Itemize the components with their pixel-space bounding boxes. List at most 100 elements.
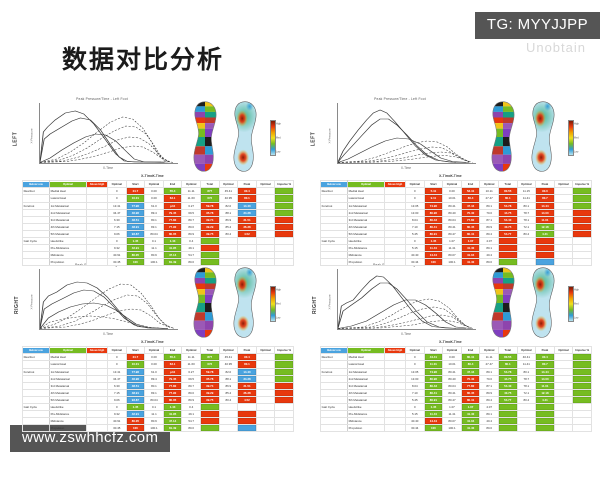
table-column-header: Optimal xyxy=(181,179,201,189)
chart-series-line xyxy=(40,289,165,329)
table-row[interactable]: Pre-Midstance 5.15 11.44 11.41 41.40 80.1 xyxy=(320,244,592,253)
table-row[interactable]: 4th Metatarsal 7.10 80.41 80.41 80.45 80.9 40.… xyxy=(320,388,592,397)
chart-title: Peak Pressure/Time - Left Foot xyxy=(76,97,128,101)
table-cell-value xyxy=(255,244,276,253)
table-cell-value: 10.01 xyxy=(442,194,462,203)
table-column-header: Optimal xyxy=(553,179,574,189)
table-row[interactable]: 5th Metatarsal 9.06 93.87 80.04 80.05 80.9 39.… xyxy=(22,395,294,405)
table-row[interactable]: Forefoot 1st Metatarsal 13.41 77.96 61.0 p44 6… xyxy=(22,367,294,376)
table-row[interactable]: Lateral Heel 0 11.01 10.01 80.4 47.47 80.1 11.4… xyxy=(320,360,592,369)
table-row[interactable]: 3rd Metatarsal 8.04 80.43 80.04 77.80 87.1 54.… xyxy=(320,215,592,224)
table-cell-value xyxy=(218,251,239,260)
row-zone-label: Lateral Heel xyxy=(49,360,87,369)
table-row[interactable]: Lateral Heel 0 10.01 0.00 63.1 11.60 672 40.95 8… xyxy=(22,194,294,203)
table-row[interactable]: Propulsion 30.45 100 100.1 81.49 80.0 xyxy=(22,258,294,267)
table-row[interactable]: Forefoot 1st Metatarsal 13.05 74.96 80.41 47.… xyxy=(320,201,592,210)
table-cell-value: 80.05 xyxy=(162,395,183,405)
table-column-header: Total xyxy=(199,345,220,355)
table-cell-value: 11.1 xyxy=(144,410,164,419)
table-row[interactable]: 4th Metatarsal 7.15 48.91 83.1 77.90 80.0 39.2… xyxy=(22,222,294,231)
gait-metrics-table[interactable]: Below Low Optimal Above High Optimal Start Op… xyxy=(22,179,294,267)
table-cell-value: 40.95 xyxy=(218,360,239,369)
gait-metrics-table[interactable]: Below Low Optimal Above High Optimal Start Op… xyxy=(320,345,592,433)
legend-chip-optimal: Optimal xyxy=(50,348,86,353)
table-row[interactable]: Gait Cycle Heelstrike 0 1.45 0.1 1.43 0.4 xyxy=(22,403,294,412)
table-cell-value: 41.40 xyxy=(460,424,481,433)
table-column-header: Total xyxy=(497,179,518,189)
table-row[interactable]: Pre-Midstance 9.32 42.91 11.1 41.95 49.1 xyxy=(22,244,294,253)
row-zone-label: Heelstrike xyxy=(347,237,385,246)
table-row[interactable]: 4th Metatarsal 7.10 80.41 80.41 80.45 80.9 40.… xyxy=(320,222,592,231)
foot-zone-map xyxy=(488,98,518,176)
table-column-header: Start xyxy=(125,179,146,189)
chart-x-axis-label: X-Time xyxy=(400,166,412,170)
table-row[interactable]: 5th Metatarsal 9.06 93.87 80.04 80.05 80.9 39.… xyxy=(22,229,294,239)
table-row[interactable]: Gait Cycle Heelstrike 0 1.45 0.1 1.43 0.4 xyxy=(22,237,294,246)
table-row[interactable]: Lateral Heel 0 10.01 0.00 63.1 11.60 672 40.95 8… xyxy=(22,360,294,369)
table-cell-value: 74.96 xyxy=(423,201,444,210)
table-row[interactable]: 3rd Metatarsal 6.30 48.51 80.1 77.80 80.7 39.7… xyxy=(22,215,294,224)
table-row[interactable]: Lateral Heel 0 9.11 10.01 80.4 47.47 80.1 11.41… xyxy=(320,194,592,203)
table-column-header: Start xyxy=(125,345,146,355)
table-cell-value: 40.4 xyxy=(479,251,499,260)
table-cell-value: 55.4 xyxy=(162,187,183,196)
table-row[interactable]: 2nd Metatarsal 13.00 80.96 80.40 70.40 70.0 44… xyxy=(320,208,592,217)
table-cell-value: 49.1 xyxy=(181,244,201,253)
table-row[interactable]: Gait Cycle Heelstrike 0 1.45 1.07 1.07 4.07 xyxy=(320,237,592,246)
table-cell-value: 0.4 xyxy=(181,403,201,412)
table-cell-value xyxy=(572,229,592,239)
table-cell-value xyxy=(255,229,276,239)
table-column-header: End xyxy=(460,345,481,355)
table-row[interactable]: Forefoot 1st Metatarsal 13.41 77.96 61.0 p44 6… xyxy=(22,201,294,210)
table-cell-value xyxy=(274,395,294,405)
table-cell-value: 10.01 xyxy=(125,194,146,203)
table-row[interactable]: Gait Cycle Heelstrike 0 1.45 1.07 1.07 4.07 xyxy=(320,403,592,412)
row-zone-label: 4th Metatarsal xyxy=(347,388,385,397)
table-row[interactable]: Rearfoot Medial Heel 0 24.7 0.00 55.4 11.11 877… xyxy=(22,187,294,196)
table-cell-value xyxy=(274,360,294,369)
table-row[interactable]: 2nd Metatarsal 13.00 80.96 80.40 70.40 70.0 44… xyxy=(320,374,592,383)
table-row[interactable]: Midstance 40.91 80.05 80.9 47.14 54.7 xyxy=(22,417,294,426)
table-row[interactable]: 3rd Metatarsal 6.30 48.51 80.1 77.80 80.7 39.7… xyxy=(22,381,294,390)
table-cell-value: 90.4 xyxy=(237,353,257,362)
table-cell-value: 39.74 xyxy=(199,215,220,224)
table-cell-value: 13.00 xyxy=(405,374,425,383)
table-column-header: Optimal xyxy=(218,345,239,355)
table-column-header: Optimal xyxy=(442,179,462,189)
chart-y-axis-label: X-Pressure xyxy=(327,128,332,144)
table-row[interactable]: Propulsion 30.44 100 100.1 41.40 80.0 xyxy=(320,424,592,433)
table-row[interactable]: Forefoot 1st Metatarsal 13.05 74.96 80.41 47.… xyxy=(320,367,592,376)
table-cell-value xyxy=(274,201,294,210)
row-zone-label: 3rd Metatarsal xyxy=(49,381,87,390)
table-row[interactable]: Midstance 40.91 80.05 80.9 47.14 54.7 xyxy=(22,251,294,260)
table-cell-value: 40.91 xyxy=(107,251,127,260)
table-row[interactable]: Midstance 40.40 14.44 80.07 41.04 40.4 xyxy=(320,417,592,426)
table-cell-value: 54.78 xyxy=(497,201,518,210)
table-row[interactable]: 5th Metatarsal 5.45 80.91 80.47 80.41 80.4 54.… xyxy=(320,229,592,239)
table-row[interactable]: 4th Metatarsal 7.15 48.91 83.1 77.90 80.0 39.2… xyxy=(22,388,294,397)
table-cell-optimal-flag xyxy=(384,244,406,253)
row-group-label xyxy=(320,194,348,203)
table-row[interactable]: Rearfoot Medial Heel 0 5.41 0.00 53.41 10.11 80… xyxy=(320,187,592,196)
gait-metrics-table[interactable]: Below Low Optimal Above High Optimal Start Op… xyxy=(320,179,592,267)
table-row[interactable]: Propulsion 30.45 100 100.1 81.49 80.0 xyxy=(22,424,294,433)
table-row[interactable]: Midstance 40.40 14.44 80.07 41.04 40.4 xyxy=(320,251,592,260)
table-row[interactable]: Propulsion 30.44 100 100.1 41.40 80.0 xyxy=(320,258,592,267)
table-row[interactable]: 5th Metatarsal 5.45 80.91 80.47 80.41 80.4 54.… xyxy=(320,395,592,405)
table-row[interactable]: 2nd Metatarsal 34.47 46.96 89.4 79.45 69.5 35.… xyxy=(22,374,294,383)
table-row[interactable]: Rearfoot Medial Heel 0 44.41 0.00 80.41 11.11 8… xyxy=(320,353,592,362)
gait-metrics-table[interactable]: Below Low Optimal Above High Optimal Start Op… xyxy=(22,345,294,433)
table-row[interactable]: 2nd Metatarsal 34.47 46.96 89.4 79.45 69.5 35.… xyxy=(22,208,294,217)
table-cell-value: 30.44 xyxy=(405,258,425,267)
row-group-label: Rearfoot xyxy=(22,187,50,196)
table-row[interactable]: Pre-Midstance 5.15 11.44 11.41 41.40 80.1 xyxy=(320,410,592,419)
table-row[interactable]: 3rd Metatarsal 8.04 80.43 80.04 77.80 87.1 54.… xyxy=(320,381,592,390)
table-cell-value: 40.41 xyxy=(516,353,537,362)
row-group-label xyxy=(320,374,348,383)
table-cell-value xyxy=(274,251,294,260)
table-row[interactable]: Pre-Midstance 9.32 42.91 11.1 41.95 49.1 xyxy=(22,410,294,419)
table-row[interactable]: Rearfoot Medial Heel 0 24.7 0.00 55.4 11.11 877… xyxy=(22,353,294,362)
table-cell-value: 78.1 xyxy=(516,215,537,224)
legend-chip-optimal: Optimal xyxy=(348,182,384,187)
row-zone-label: Medial Heel xyxy=(347,353,385,362)
